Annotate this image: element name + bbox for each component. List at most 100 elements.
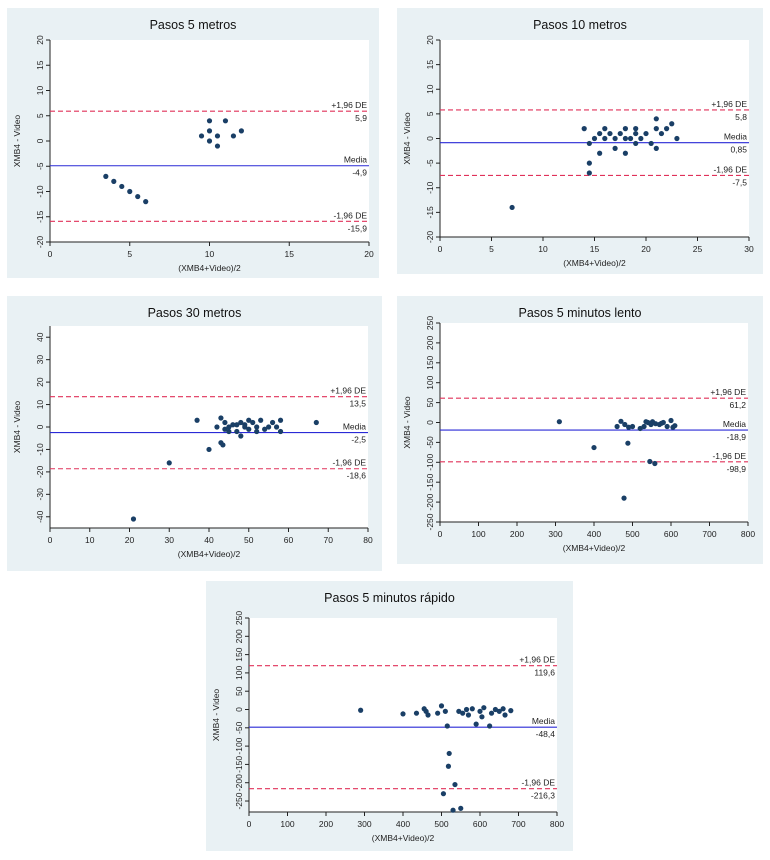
data-point <box>266 424 272 430</box>
data-point <box>222 118 229 124</box>
data-point <box>602 135 608 142</box>
y-axis-title: XMB4 - Video <box>402 396 412 449</box>
data-point <box>581 126 587 132</box>
y-tick-label: -250 <box>234 792 244 809</box>
x-tick-label: 15 <box>590 244 600 254</box>
data-point <box>254 424 260 430</box>
data-point <box>206 446 212 453</box>
data-point <box>597 150 603 156</box>
chart-panel-pasos-5-minutos-lento: Pasos 5 minutos lento 0 100 200 300 400 500 600… <box>397 296 763 564</box>
data-point <box>234 428 240 435</box>
upper-line-label: +1,96 DE <box>711 99 747 109</box>
plot-area <box>440 323 748 522</box>
data-point <box>625 440 631 446</box>
data-point <box>246 417 252 423</box>
y-tick-label: 0 <box>35 424 45 429</box>
x-tick-label: 700 <box>702 529 716 539</box>
y-tick-label: -100 <box>234 737 244 754</box>
y-tick-label: -10 <box>35 443 45 456</box>
y-tick-label: 200 <box>234 629 244 643</box>
chart-panel-pasos-30-metros: Pasos 30 metros 0 10 20 30 40 50 60 70 80 -40 -30 -2… <box>7 296 382 571</box>
data-point <box>496 708 502 714</box>
chart-svg-2: Pasos 30 metros 0 10 20 30 40 50 60 70 80 -40 -30 -2… <box>12 306 373 559</box>
x-tick-label: 800 <box>741 529 755 539</box>
data-point <box>469 706 475 712</box>
data-point <box>400 711 406 717</box>
data-point <box>458 805 464 811</box>
x-tick-label: 10 <box>205 249 215 259</box>
y-tick-label: 250 <box>234 611 244 625</box>
chart-svg-0: Pasos 5 metros 0 5 10 15 20 -20 -15 -10 -5 0 5 10 15 2… <box>12 18 374 273</box>
data-point <box>473 721 479 727</box>
y-tick-label: 0 <box>234 707 244 712</box>
x-tick-label: 0 <box>247 819 252 829</box>
data-point <box>127 188 133 195</box>
mean-line-label: Media <box>344 155 367 165</box>
data-point <box>130 516 137 522</box>
y-tick-label: 150 <box>234 647 244 661</box>
y-tick-label: 10 <box>35 400 45 410</box>
data-point <box>622 126 628 132</box>
lower-line-value: -18,6 <box>347 471 367 481</box>
y-tick-label: -250 <box>425 513 435 530</box>
y-tick-label: -5 <box>425 159 435 167</box>
data-point <box>254 428 260 435</box>
chart-title: Pasos 5 minutos rápido <box>324 591 455 605</box>
x-tick-label: 30 <box>744 244 754 254</box>
data-point <box>612 135 618 142</box>
y-tick-label: -40 <box>35 510 45 523</box>
y-axis-title: XMB4 - Video <box>402 112 412 165</box>
data-point <box>508 708 514 714</box>
y-axis-title: XMB4 - Video <box>12 115 22 168</box>
data-point <box>242 424 248 430</box>
y-tick-label: 20 <box>425 35 435 45</box>
data-point <box>135 193 141 200</box>
y-tick-label: -200 <box>425 493 435 510</box>
y-tick-label: 100 <box>234 666 244 680</box>
y-tick-label: 0 <box>425 420 435 425</box>
data-point <box>226 424 232 430</box>
y-tick-label: -5 <box>35 162 45 170</box>
lower-line-value: -98,9 <box>727 464 747 474</box>
data-point <box>641 423 647 430</box>
y-tick-label: -15 <box>35 210 45 223</box>
data-point <box>586 170 592 176</box>
data-point <box>629 423 636 430</box>
data-point <box>653 126 659 132</box>
data-point <box>438 703 445 709</box>
y-tick-label: 40 <box>35 332 45 342</box>
data-point <box>477 708 483 714</box>
data-point <box>586 160 592 166</box>
x-tick-label: 60 <box>284 535 294 545</box>
data-point <box>214 133 221 139</box>
y-tick-label: 100 <box>425 375 435 389</box>
data-point <box>481 705 487 711</box>
data-point <box>435 710 441 716</box>
x-tick-label: 5 <box>489 244 494 254</box>
data-point <box>612 145 618 151</box>
y-axis-title: XMB4 - Video <box>12 401 22 454</box>
data-point <box>206 118 213 124</box>
mean-line-label: Media <box>724 132 747 142</box>
lower-line-label: -1,96 DE <box>332 458 366 468</box>
mean-line-value: -48,4 <box>536 729 556 739</box>
data-point <box>198 133 205 139</box>
x-tick-label: 15 <box>285 249 295 259</box>
data-point <box>674 135 680 142</box>
y-tick-label: -10 <box>425 181 435 194</box>
data-point <box>653 145 659 151</box>
data-point <box>597 130 603 137</box>
y-tick-label: 5 <box>425 111 435 116</box>
x-tick-label: 500 <box>625 529 639 539</box>
data-point <box>166 460 172 466</box>
data-point <box>591 444 597 451</box>
x-tick-label: 600 <box>664 529 678 539</box>
lower-line-label: -1,96 DE <box>333 210 367 220</box>
y-tick-label: -10 <box>35 185 45 198</box>
upper-line-label: +1,96 DE <box>331 100 367 110</box>
lower-line-label: -1,96 DE <box>712 451 746 461</box>
y-tick-label: 250 <box>425 316 435 330</box>
data-point <box>643 130 649 137</box>
